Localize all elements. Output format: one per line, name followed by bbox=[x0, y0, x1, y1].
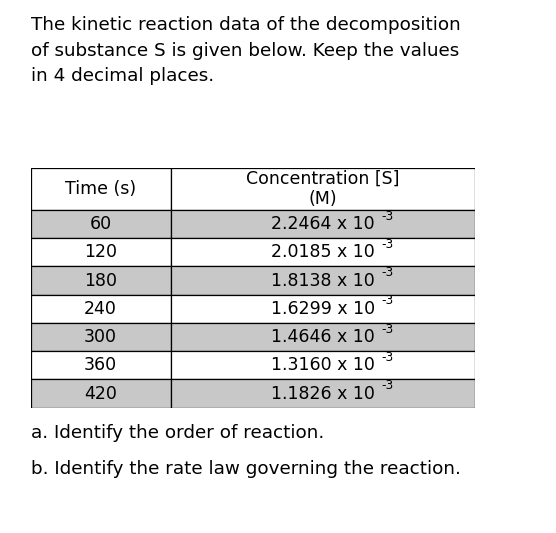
Bar bbox=[171, 238, 475, 266]
Text: b. Identify the rate law governing the reaction.: b. Identify the rate law governing the r… bbox=[31, 460, 460, 478]
Bar bbox=[171, 323, 475, 351]
Text: 240: 240 bbox=[84, 300, 117, 318]
Bar bbox=[31, 168, 171, 210]
Text: 1.1826 x 10: 1.1826 x 10 bbox=[271, 385, 375, 402]
Text: -3: -3 bbox=[381, 266, 394, 279]
Text: 2.2464 x 10: 2.2464 x 10 bbox=[271, 215, 375, 233]
Bar bbox=[171, 379, 475, 408]
Text: 420: 420 bbox=[84, 385, 117, 402]
Bar bbox=[31, 323, 171, 351]
Bar bbox=[31, 210, 171, 238]
Text: 2.0185 x 10: 2.0185 x 10 bbox=[271, 243, 375, 261]
Text: 60: 60 bbox=[90, 215, 112, 233]
Text: -3: -3 bbox=[381, 322, 394, 336]
Text: -3: -3 bbox=[381, 379, 394, 392]
Bar bbox=[31, 238, 171, 266]
Bar bbox=[171, 210, 475, 238]
Text: 1.3160 x 10: 1.3160 x 10 bbox=[271, 357, 375, 374]
Text: -3: -3 bbox=[381, 238, 394, 251]
Text: 120: 120 bbox=[84, 243, 117, 261]
Bar bbox=[171, 295, 475, 323]
Bar bbox=[171, 168, 475, 210]
Text: 1.4646 x 10: 1.4646 x 10 bbox=[271, 328, 375, 346]
Text: The kinetic reaction data of the decomposition
of substance S is given below. Ke: The kinetic reaction data of the decompo… bbox=[31, 16, 460, 85]
Text: 360: 360 bbox=[84, 357, 117, 374]
Text: -3: -3 bbox=[381, 209, 394, 223]
Bar bbox=[171, 266, 475, 295]
Text: 1.8138 x 10: 1.8138 x 10 bbox=[271, 271, 375, 289]
Text: Concentration [S]
(M): Concentration [S] (M) bbox=[246, 169, 400, 208]
Text: -3: -3 bbox=[381, 294, 394, 308]
Bar bbox=[31, 266, 171, 295]
Text: 1.6299 x 10: 1.6299 x 10 bbox=[271, 300, 375, 318]
Text: 300: 300 bbox=[84, 328, 117, 346]
Bar bbox=[171, 351, 475, 379]
Bar bbox=[31, 351, 171, 379]
Bar bbox=[31, 295, 171, 323]
Text: Time (s): Time (s) bbox=[65, 180, 136, 198]
Text: 180: 180 bbox=[84, 271, 117, 289]
Bar bbox=[31, 379, 171, 408]
Text: a. Identify the order of reaction.: a. Identify the order of reaction. bbox=[31, 424, 324, 442]
Text: -3: -3 bbox=[381, 351, 394, 364]
